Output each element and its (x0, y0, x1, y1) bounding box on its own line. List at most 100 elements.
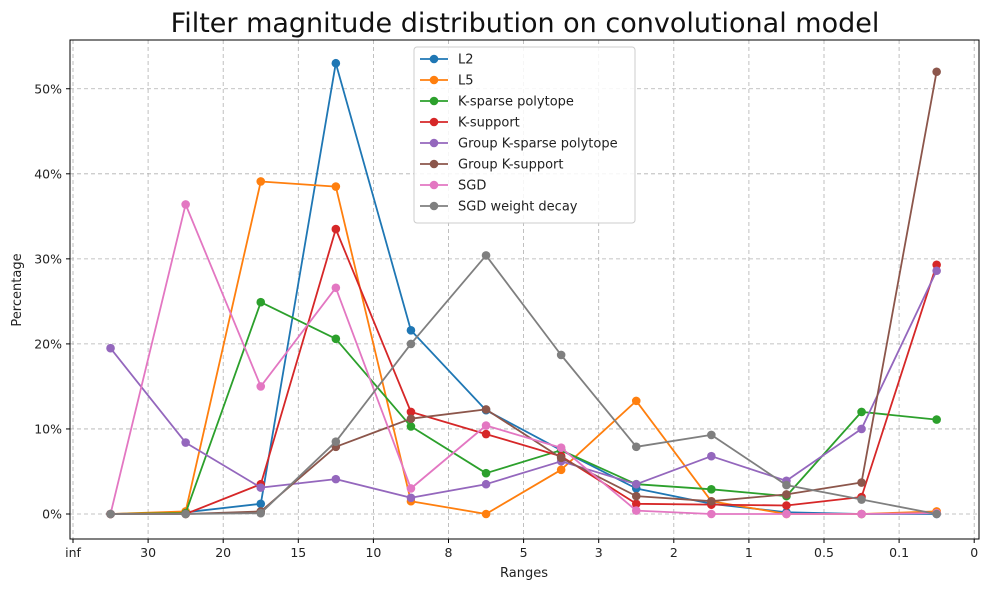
legend-swatch-marker (429, 159, 439, 169)
data-point (481, 429, 491, 439)
data-point (256, 499, 266, 509)
x-tick-label: 2 (670, 545, 678, 560)
x-tick-label: 0 (970, 545, 978, 560)
data-point (932, 266, 941, 276)
legend-item: K-sparse polytope (420, 95, 574, 110)
x-tick-label: 5 (520, 545, 528, 560)
data-point (631, 479, 641, 489)
data-point (707, 430, 716, 440)
data-point (932, 509, 941, 519)
data-point (331, 224, 341, 234)
series-line (109, 203, 937, 515)
y-tick-label: 30% (34, 251, 62, 266)
legend-label: K-support (458, 116, 520, 131)
data-point (406, 407, 416, 417)
legend-label: SGD (458, 179, 486, 194)
data-point (631, 442, 641, 452)
series-line (110, 301, 937, 515)
data-point (631, 491, 641, 501)
data-point (256, 382, 266, 391)
data-point (932, 260, 941, 270)
data-point (932, 67, 941, 77)
data-point (331, 474, 341, 484)
data-point (406, 325, 416, 335)
data-point (631, 506, 641, 515)
y-tick-label: 0% (42, 507, 62, 522)
data-point (932, 415, 941, 424)
data-point (556, 465, 566, 475)
y-axis-title: Percentage (10, 253, 25, 326)
data-point (782, 509, 791, 519)
legend-item: Group K-sparse polytope (420, 137, 618, 152)
data-point (556, 350, 566, 360)
data-point (481, 421, 491, 430)
legend-item: L2 (420, 53, 474, 68)
series-line (109, 270, 938, 499)
data-point (631, 499, 641, 509)
data-point (481, 405, 491, 414)
legend-item: SGD (420, 179, 486, 194)
data-point (782, 490, 791, 499)
legend-item: K-support (420, 116, 520, 131)
data-point (782, 480, 791, 490)
data-point (256, 508, 266, 518)
data-point (857, 407, 866, 417)
series-lines (106, 58, 941, 519)
legend-label: Group K-support (458, 158, 563, 173)
data-point (331, 283, 341, 293)
data-point (406, 339, 416, 349)
series-line (110, 254, 937, 515)
data-point (331, 58, 341, 68)
chart-title: Filter magnitude distribution on convolu… (171, 8, 880, 39)
legend-swatch-marker (429, 96, 439, 106)
data-point (556, 443, 566, 452)
data-point (707, 509, 716, 519)
legend-item: L5 (420, 74, 474, 89)
legend-label: L2 (458, 53, 474, 68)
legend-item: SGD weight decay (420, 200, 578, 215)
x-tick-label: 3 (595, 545, 603, 560)
plot-area-frame (69, 39, 980, 540)
data-point (481, 468, 491, 478)
data-point (106, 343, 115, 353)
series-line (110, 71, 938, 515)
data-point (707, 485, 716, 494)
data-point (857, 478, 866, 487)
legend-label: Group K-sparse polytope (458, 137, 618, 152)
data-point (707, 496, 716, 506)
data-point (857, 509, 866, 519)
data-point (406, 493, 416, 503)
data-point (181, 438, 190, 447)
data-point (782, 501, 791, 510)
data-point (256, 177, 266, 186)
data-point (331, 334, 341, 344)
data-point (631, 396, 641, 406)
legend-swatch-marker (429, 180, 439, 190)
series-sgd-weight-decay (106, 251, 941, 519)
data-point (857, 424, 866, 434)
series-group-k-support (106, 67, 941, 519)
series-line (110, 228, 938, 515)
legend-box (413, 46, 636, 224)
legend-label: K-sparse polytope (458, 95, 574, 110)
legend-item: Group K-support (420, 158, 563, 173)
legend-label: SGD weight decay (458, 200, 578, 215)
data-point (406, 422, 416, 431)
data-point (406, 414, 416, 424)
x-tick-label: inf (65, 545, 81, 560)
series-group-k-sparse-polytope (106, 266, 941, 503)
legend: L2 L5 K-sparse polytope K-support Group K-sp… (413, 46, 636, 224)
y-tick-label: 50% (34, 81, 62, 96)
x-tick-label: 10 (365, 545, 381, 560)
x-tick-label: 0.1 (889, 545, 909, 560)
legend-swatch-marker (429, 54, 439, 64)
data-point (331, 437, 341, 447)
x-tick-label: 0.5 (814, 545, 834, 560)
legend-swatch-marker (429, 117, 439, 127)
legend-swatch-marker (429, 201, 439, 211)
y-tick-label: 40% (34, 166, 62, 181)
series-line (110, 62, 937, 515)
x-tick-label: 20 (215, 545, 231, 560)
